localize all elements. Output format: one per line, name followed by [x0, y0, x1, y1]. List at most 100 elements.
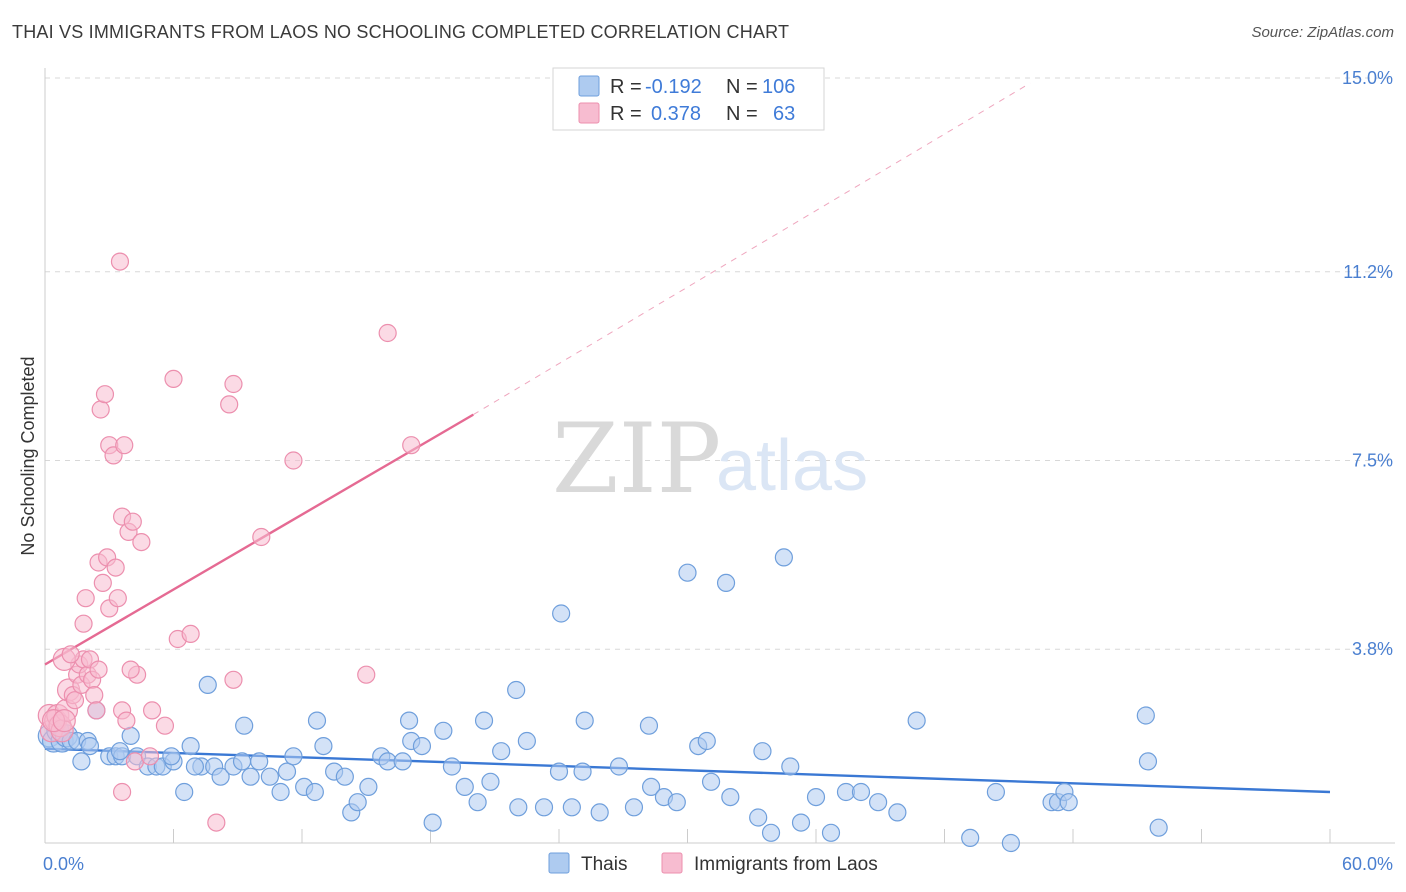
legend-thai-swatch	[578, 75, 600, 97]
thai-point-59	[609, 757, 629, 776]
bottom-legend: Thais Immigrants from Laos	[548, 852, 878, 875]
laos-point-58	[140, 747, 160, 766]
laos-point-52	[121, 660, 140, 679]
thai-point-53	[517, 731, 536, 751]
laos-point-9	[65, 691, 85, 710]
laos-point-40	[164, 369, 183, 388]
thai-point-73	[851, 782, 871, 802]
thai-point-90	[198, 675, 217, 695]
thai-point-50	[481, 772, 500, 791]
bottom-legend-laos-label[interactable]: Immigrants from Laos	[694, 854, 878, 875]
legend-thai-r-value: -0.192	[645, 76, 702, 98]
thai-point-101	[1001, 833, 1020, 853]
thai-point-36	[335, 767, 354, 786]
laos-point-19	[89, 660, 108, 679]
thai-point-49	[468, 793, 487, 812]
legend-thai-n-label: N =	[726, 76, 758, 98]
thai-point-88	[774, 548, 793, 567]
thai-point-82	[1136, 706, 1155, 725]
thai-point-68	[761, 823, 781, 842]
thai-point-47	[442, 757, 462, 776]
thai-point-25	[232, 752, 252, 771]
thai-point-69	[791, 813, 811, 832]
legend-thai-n-value: 106	[762, 76, 795, 98]
laos-point-42	[224, 374, 243, 394]
points-layer	[37, 252, 1168, 853]
laos-point-39	[110, 252, 130, 271]
bottom-legend-laos-swatch[interactable]	[661, 852, 683, 874]
laos-point-56	[155, 716, 175, 735]
thai-point-33	[305, 782, 324, 802]
thai-point-103	[110, 742, 130, 761]
bottom-legend-thai-swatch[interactable]	[548, 852, 570, 874]
thai-point-55	[549, 762, 569, 781]
legend-laos-n-label: N =	[726, 103, 758, 125]
thai-point-70	[806, 787, 826, 807]
thai-point-85	[507, 680, 526, 700]
thai-point-48	[455, 777, 474, 797]
thai-point-67	[749, 808, 768, 827]
thai-point-7	[72, 752, 91, 771]
thai-point-87	[716, 573, 736, 593]
laos-trend-extension	[473, 82, 1031, 416]
watermark-atlas: atlas	[716, 426, 868, 506]
thai-point-84	[1149, 818, 1168, 837]
laos-point-49	[224, 670, 243, 689]
thai-point-26	[241, 767, 260, 786]
thai-point-83	[1138, 752, 1158, 771]
thai-point-38	[348, 793, 367, 812]
y-tick-label-0: 15.0%	[1342, 68, 1393, 88]
watermark: ZIP atlas	[552, 403, 868, 515]
laos-point-17	[85, 685, 104, 705]
thai-point-46	[434, 721, 453, 740]
laos-point-32	[123, 512, 142, 531]
thai-point-42	[393, 752, 412, 771]
laos-point-18	[87, 701, 106, 720]
laos-point-33	[132, 532, 151, 552]
laos-point-25	[93, 573, 112, 593]
thai-point-92	[307, 711, 327, 730]
chart-source: Source: ZipAtlas.com	[1251, 24, 1394, 41]
thai-point-81	[1059, 793, 1078, 812]
laos-point-50	[357, 665, 376, 684]
thai-point-29	[271, 782, 290, 802]
thai-point-60	[624, 798, 644, 817]
thai-point-91	[235, 716, 254, 735]
tick-label-layer: 15.0% 11.2% 7.5% 3.8% 0.0% 60.0%	[43, 68, 1393, 874]
legend-laos-swatch	[578, 102, 600, 124]
thai-point-71	[821, 823, 841, 842]
laos-point-38	[115, 436, 134, 455]
watermark-zip: ZIP	[552, 403, 721, 515]
x-tick-label-0: 0.0%	[43, 854, 84, 874]
thai-point-45	[423, 813, 442, 832]
laos-point-55	[142, 701, 162, 720]
laos-point-59	[112, 782, 132, 802]
thai-point-66	[721, 787, 740, 807]
laos-point-48	[181, 624, 200, 644]
laos-point-21	[61, 645, 80, 664]
thai-point-52	[509, 798, 528, 817]
thai-point-31	[284, 747, 303, 766]
thai-point-58	[590, 803, 609, 822]
legend-laos-r-value: 0.378	[651, 103, 701, 125]
thai-point-98	[753, 742, 772, 761]
thai-point-20	[181, 736, 200, 756]
thai-point-13	[121, 726, 140, 746]
bottom-legend-thai-label[interactable]: Thais	[581, 854, 627, 875]
legend-laos-r-label: R =	[610, 103, 642, 125]
laos-point-29	[108, 589, 127, 608]
y-tick-label-2: 7.5%	[1352, 451, 1393, 471]
laos-point-44	[252, 527, 271, 547]
thai-point-105	[185, 757, 205, 776]
thai-point-102	[80, 736, 100, 756]
thai-point-95	[575, 711, 594, 730]
thai-point-89	[552, 604, 571, 623]
thai-point-94	[474, 711, 494, 730]
y-tick-label-3: 3.8%	[1352, 639, 1393, 659]
thai-point-56	[562, 798, 581, 817]
thai-point-51	[492, 742, 511, 761]
grid-layer	[45, 77, 1395, 650]
thai-point-75	[888, 803, 907, 822]
laos-point-22	[74, 614, 93, 633]
